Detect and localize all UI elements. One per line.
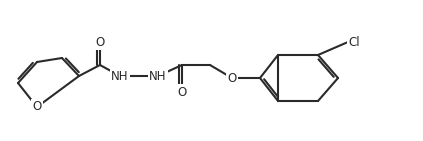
Text: NH: NH bbox=[111, 70, 129, 82]
Text: O: O bbox=[177, 85, 187, 99]
Text: O: O bbox=[95, 36, 104, 49]
Text: O: O bbox=[33, 101, 41, 114]
Text: NH: NH bbox=[149, 70, 167, 82]
Text: Cl: Cl bbox=[348, 36, 360, 49]
Text: O: O bbox=[228, 71, 236, 84]
